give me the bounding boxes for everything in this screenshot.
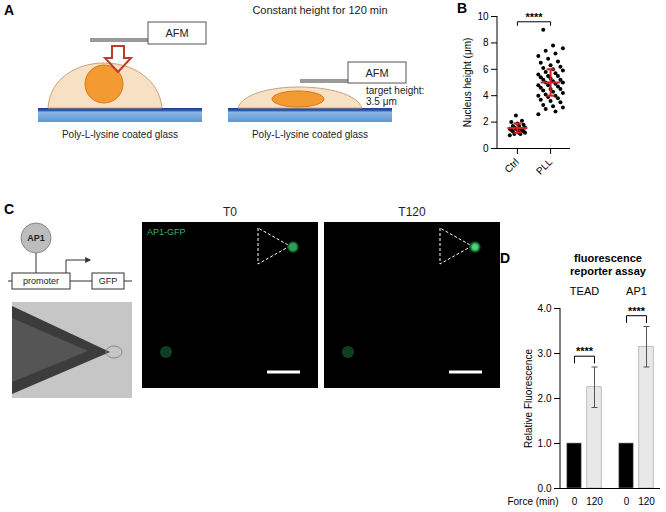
svg-text:TEAD: TEAD (570, 285, 599, 297)
svg-text:0: 0 (572, 496, 578, 507)
svg-text:T0: T0 (223, 205, 237, 219)
svg-text:10: 10 (477, 11, 489, 22)
svg-text:0.0: 0.0 (538, 483, 552, 494)
svg-text:PLL: PLL (534, 156, 555, 177)
svg-text:****: **** (525, 11, 543, 23)
svg-text:Nucleus height (μm): Nucleus height (μm) (462, 38, 473, 128)
svg-text:Ctrl: Ctrl (502, 156, 521, 175)
svg-text:6: 6 (483, 64, 489, 75)
html-text:D: D (500, 250, 511, 266)
svg-text:A: A (4, 2, 14, 18)
svg-text:AP1-GFP: AP1-GFP (147, 227, 186, 237)
svg-text:****: **** (576, 345, 594, 357)
svg-text:Poly-L-lysine coated glass: Poly-L-lysine coated glass (62, 129, 178, 140)
svg-text:3.0: 3.0 (538, 348, 552, 359)
svg-text:AFM: AFM (365, 67, 388, 79)
html-text:B: B (457, 0, 468, 16)
svg-text:0: 0 (624, 496, 630, 507)
svg-text:2: 2 (483, 116, 489, 127)
html-text:fluorescence reporter assay: fluorescence reporter assay (570, 252, 646, 277)
svg-text:8: 8 (483, 37, 489, 48)
svg-text:target height:: target height: (366, 85, 424, 96)
svg-text:4.0: 4.0 (538, 303, 552, 314)
svg-text:0: 0 (483, 143, 489, 154)
svg-text:AP1: AP1 (626, 285, 647, 297)
svg-text:C: C (4, 201, 14, 217)
svg-text:Force (min): Force (min) (507, 496, 558, 507)
svg-text:120: 120 (586, 496, 603, 507)
svg-text:Constant height for 120 min: Constant height for 120 min (252, 4, 387, 16)
svg-text:2.0: 2.0 (538, 393, 552, 404)
svg-text:T120: T120 (398, 205, 426, 219)
svg-text:Poly-L-lysine coated glass: Poly-L-lysine coated glass (252, 129, 368, 140)
svg-text:Relative Fluorescence: Relative Fluorescence (523, 349, 534, 448)
svg-text:120: 120 (638, 496, 655, 507)
svg-text:AFM: AFM (165, 27, 188, 39)
svg-text:4: 4 (483, 90, 489, 101)
svg-text:****: **** (628, 305, 646, 317)
svg-text:1.0: 1.0 (538, 438, 552, 449)
svg-text:GFP: GFP (99, 276, 118, 286)
svg-text:promoter: promoter (23, 276, 59, 286)
svg-text:AP1: AP1 (27, 233, 45, 243)
svg-text:3.5 μm: 3.5 μm (366, 96, 397, 107)
